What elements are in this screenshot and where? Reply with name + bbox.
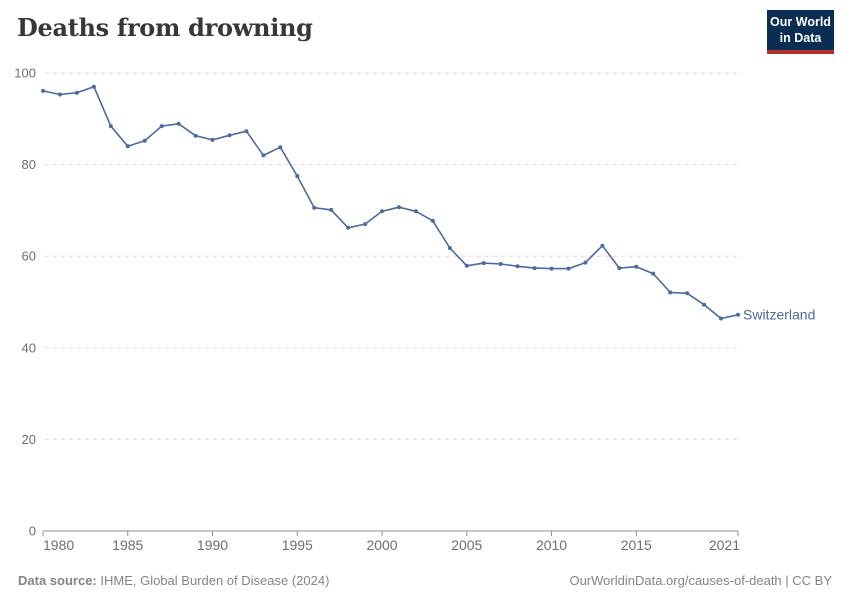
y-axis-label-80: 80 [22,157,36,172]
data-point-1987[interactable] [159,124,164,129]
x-axis-label-1980: 1980 [43,537,74,553]
data-point-2018[interactable] [685,291,690,296]
data-point-2020[interactable] [719,316,723,321]
page-title: Deaths from drowning [17,13,313,42]
data-point-2016[interactable] [651,271,656,276]
data-point-1989[interactable] [193,133,198,138]
data-point-2019[interactable] [702,302,707,307]
data-point-2004[interactable] [447,246,452,250]
data-point-1984[interactable] [108,124,113,129]
data-point-2006[interactable] [481,261,486,266]
x-axis-label-1990: 1990 [197,537,228,553]
data-point-2001[interactable] [397,205,401,210]
x-axis-label-2015: 2015 [621,537,652,553]
data-point-2007[interactable] [498,262,503,266]
data-point-1983[interactable] [91,84,96,89]
y-axis-label-20: 20 [22,432,36,447]
data-point-1996[interactable] [312,205,317,210]
x-axis-label-2000: 2000 [366,537,397,553]
owid-logo[interactable]: Our World in Data [767,10,834,55]
data-point-1999[interactable] [363,222,368,227]
owid-logo-line2: in Data [779,30,822,45]
data-point-2021[interactable] [736,312,740,317]
data-point-2015[interactable] [634,264,639,269]
data-point-1992[interactable] [244,129,249,134]
data-point-1980[interactable] [41,88,45,93]
x-axis-label-1985: 1985 [112,537,143,553]
data-point-1985[interactable] [125,144,130,149]
x-axis-label-1995: 1995 [282,537,313,553]
x-axis-label-2005: 2005 [451,537,482,553]
data-source-label: Data source: [18,573,97,588]
data-point-2010[interactable] [549,266,554,271]
data-point-2003[interactable] [430,218,435,223]
data-point-1994[interactable] [278,145,283,150]
y-axis-label-60: 60 [22,249,36,264]
data-point-1981[interactable] [58,92,62,97]
data-point-2002[interactable] [413,209,418,214]
data-point-2013[interactable] [600,243,605,248]
data-point-1995[interactable] [295,174,300,179]
x-axis-label-2021: 2021 [709,537,740,553]
data-point-1997[interactable] [329,207,334,212]
series-line-switzerland[interactable] [42,85,739,320]
credit-link[interactable]: OurWorldinData.org/causes-of-death | CC … [569,573,832,588]
x-axis-label-2010: 2010 [536,537,567,553]
owid-logo-line1: Our World [770,15,831,29]
data-point-2005[interactable] [464,263,469,268]
data-source: Data source: IHME, Global Burden of Dise… [18,573,329,588]
data-point-2011[interactable] [566,266,571,271]
y-axis-label-0: 0 [29,524,36,539]
data-point-1993[interactable] [261,153,266,158]
data-point-2000[interactable] [380,209,384,214]
y-axis-label-40: 40 [22,340,36,355]
data-point-2012[interactable] [583,260,588,265]
data-point-2008[interactable] [515,264,520,269]
line-chart[interactable]: 0 20 40 60 80 100 1980 1985 1990 1995 2000 2005 2010… [0,0,850,562]
data-point-1988[interactable] [176,121,181,126]
chart-footer: Data source: IHME, Global Burden of Dise… [18,573,832,588]
data-point-1991[interactable] [227,133,232,138]
data-point-2009[interactable] [532,266,537,271]
data-point-1990[interactable] [210,137,215,142]
y-axis-label-100: 100 [14,66,36,81]
data-source-text: IHME, Global Burden of Disease (2024) [96,573,330,588]
data-point-1982[interactable] [74,90,79,95]
data-point-1986[interactable] [142,138,147,143]
data-point-2017[interactable] [668,290,673,295]
data-point-1998[interactable] [346,225,351,230]
series-label[interactable]: Switzerland [743,306,815,322]
data-point-2014[interactable] [617,266,622,271]
